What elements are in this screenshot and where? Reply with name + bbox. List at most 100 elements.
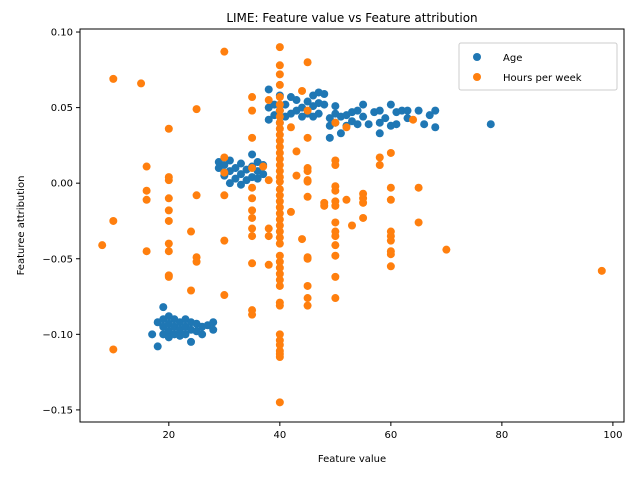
point-age <box>353 106 362 115</box>
point-hours-per-week <box>386 250 395 259</box>
point-hours-per-week <box>275 233 284 242</box>
point-hours-per-week <box>275 301 284 310</box>
point-hours-per-week <box>248 183 257 192</box>
point-hours-per-week <box>386 262 395 271</box>
point-hours-per-week <box>248 232 257 241</box>
point-hours-per-week <box>375 153 384 162</box>
point-hours-per-week <box>187 286 196 295</box>
point-hours-per-week <box>248 259 257 268</box>
point-age <box>314 109 323 118</box>
point-age <box>259 170 268 179</box>
point-age <box>325 114 334 123</box>
point-hours-per-week <box>348 221 356 230</box>
point-hours-per-week <box>303 301 312 310</box>
point-hours-per-week <box>275 257 284 266</box>
point-hours-per-week <box>248 194 257 203</box>
point-hours-per-week <box>275 239 284 248</box>
point-age <box>397 106 406 115</box>
point-age <box>236 159 245 168</box>
point-age <box>248 150 257 159</box>
point-hours-per-week <box>248 93 257 102</box>
point-hours-per-week <box>164 176 173 185</box>
ticks-layer: 20 40 60 80 100 −0.15 −0.10 −0.05 0.00 0.05 0.10 <box>42 28 622 441</box>
point-hours-per-week <box>331 294 340 303</box>
point-age <box>231 174 240 183</box>
point-hours-per-week <box>386 195 395 204</box>
point-age <box>375 118 384 127</box>
point-age <box>431 123 440 132</box>
point-hours-per-week <box>220 291 229 300</box>
point-hours-per-week <box>275 191 284 200</box>
point-hours-per-week <box>164 239 173 248</box>
point-hours-per-week <box>220 47 229 56</box>
point-hours-per-week <box>292 171 301 180</box>
point-hours-per-week <box>164 124 173 133</box>
point-hours-per-week <box>275 185 284 194</box>
point-hours-per-week <box>109 345 118 354</box>
point-hours-per-week <box>275 106 284 115</box>
point-hours-per-week <box>303 294 312 303</box>
point-hours-per-week <box>331 118 340 127</box>
point-age <box>303 97 312 106</box>
point-age <box>292 96 301 105</box>
x-axis-label: Feature value <box>318 454 386 465</box>
point-hours-per-week <box>109 74 118 83</box>
point-hours-per-week <box>220 236 229 245</box>
point-hours-per-week <box>164 272 173 281</box>
point-hours-per-week <box>292 147 301 156</box>
point-hours-per-week <box>220 153 229 162</box>
point-hours-per-week <box>275 136 284 145</box>
point-age <box>148 330 157 339</box>
point-hours-per-week <box>303 58 312 67</box>
point-hours-per-week <box>275 177 284 186</box>
point-hours-per-week <box>192 191 201 200</box>
point-hours-per-week <box>275 275 284 284</box>
point-hours-per-week <box>331 241 340 250</box>
point-hours-per-week <box>264 224 273 233</box>
point-hours-per-week <box>303 106 312 115</box>
point-age <box>353 120 362 129</box>
y-tick-label: −0.15 <box>42 405 73 416</box>
point-hours-per-week <box>142 162 151 171</box>
point-hours-per-week <box>298 86 307 95</box>
point-hours-per-week <box>303 281 312 290</box>
point-hours-per-week <box>187 227 196 236</box>
point-hours-per-week <box>275 353 284 361</box>
y-tick-label: 0.05 <box>51 103 73 114</box>
point-age <box>253 174 262 183</box>
point-hours-per-week <box>303 254 312 263</box>
point-hours-per-week <box>142 247 151 256</box>
legend-box <box>458 42 618 91</box>
point-hours-per-week <box>409 115 418 124</box>
point-age <box>153 342 162 351</box>
point-hours-per-week <box>303 133 312 142</box>
point-hours-per-week <box>275 130 284 139</box>
y-tick-label: −0.05 <box>42 254 73 265</box>
point-hours-per-week <box>275 124 284 133</box>
point-hours-per-week <box>275 43 284 52</box>
point-hours-per-week <box>248 206 257 215</box>
point-age <box>281 100 290 109</box>
point-hours-per-week <box>264 96 273 105</box>
point-hours-per-week <box>275 203 284 212</box>
point-hours-per-week <box>331 201 340 210</box>
point-hours-per-week <box>331 272 340 281</box>
chart-title: LIME: Feature value vs Feature attributi… <box>226 11 477 25</box>
point-age <box>320 100 329 109</box>
point-hours-per-week <box>275 227 284 236</box>
y-axis-label: Featuree attribution <box>16 176 27 276</box>
point-hours-per-week <box>342 195 351 204</box>
point-age <box>403 106 412 115</box>
point-age <box>209 325 218 334</box>
point-age <box>336 129 345 138</box>
point-age <box>375 129 384 138</box>
point-hours-per-week <box>375 161 384 170</box>
point-age <box>181 330 190 339</box>
point-hours-per-week <box>220 191 229 200</box>
point-age <box>486 120 495 129</box>
point-hours-per-week <box>259 162 268 171</box>
point-age <box>198 330 207 339</box>
point-age <box>359 112 368 121</box>
point-hours-per-week <box>331 251 340 260</box>
